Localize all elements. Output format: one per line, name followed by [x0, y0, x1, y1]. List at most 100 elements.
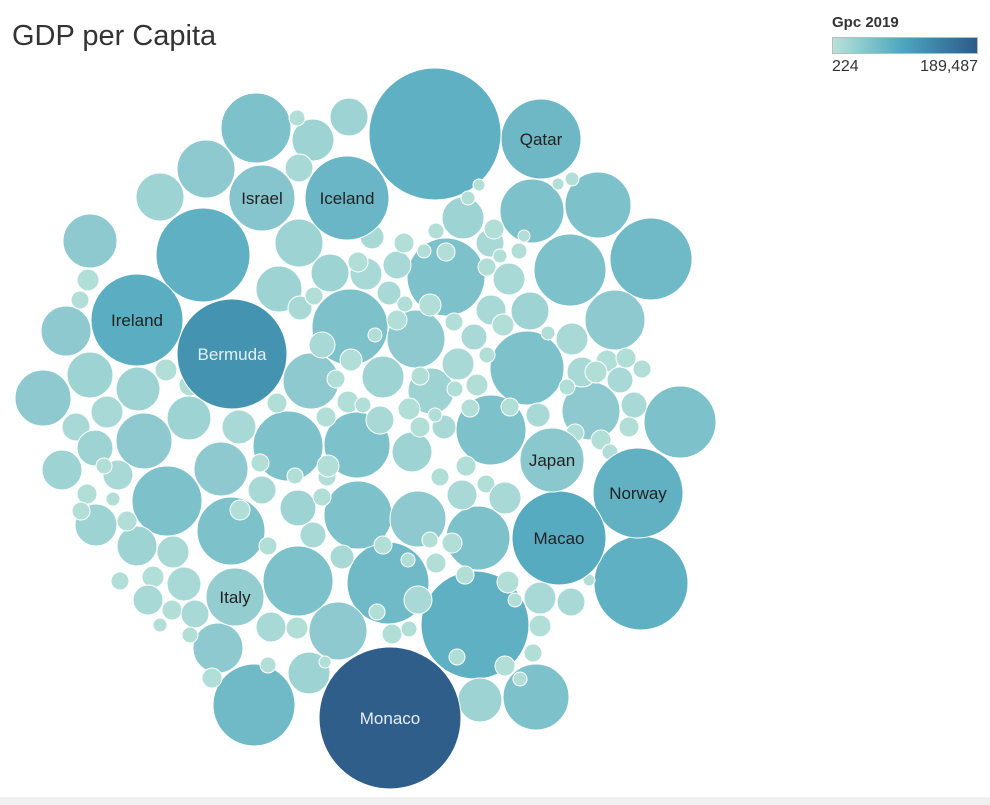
bubble-mark[interactable]: [105, 491, 121, 507]
bubble-mark[interactable]: [455, 565, 475, 585]
bubble-mark[interactable]: [141, 565, 165, 589]
bubble-mark[interactable]: [416, 243, 432, 259]
bubble-mark[interactable]: [255, 611, 287, 643]
bubble-mark[interactable]: [220, 92, 292, 164]
bubble-mark[interactable]: [386, 309, 408, 331]
bubble-norway[interactable]: [592, 447, 684, 539]
bubble-mark[interactable]: [455, 455, 477, 477]
bubble-mark[interactable]: [373, 535, 393, 555]
bubble-mark[interactable]: [316, 454, 340, 478]
bubble-mark[interactable]: [448, 648, 466, 666]
bubble-mark[interactable]: [483, 218, 505, 240]
bubble-mark[interactable]: [427, 222, 445, 240]
bubble-mark[interactable]: [476, 474, 496, 494]
bubble-mark[interactable]: [310, 253, 350, 293]
bubble-mark[interactable]: [247, 475, 277, 505]
bubble-mark[interactable]: [71, 501, 91, 521]
bubble-mark[interactable]: [427, 407, 443, 423]
bubble-mark[interactable]: [76, 429, 114, 467]
bubble-mark[interactable]: [396, 295, 414, 313]
bubble-mark[interactable]: [460, 323, 488, 351]
bubble-mark[interactable]: [492, 262, 526, 296]
bubble-mark[interactable]: [367, 327, 383, 343]
bubble-mark[interactable]: [533, 233, 607, 307]
bubble-mark[interactable]: [403, 585, 433, 615]
bubble-mark[interactable]: [116, 525, 158, 567]
bubble-mark[interactable]: [418, 293, 442, 317]
bubble-mark[interactable]: [266, 392, 288, 414]
bubble-mark[interactable]: [70, 290, 90, 310]
bubble-mark[interactable]: [397, 397, 421, 421]
bubble-mark[interactable]: [489, 330, 565, 406]
bubble-mark[interactable]: [540, 325, 556, 341]
bubble-mark[interactable]: [155, 207, 251, 303]
bubble-mark[interactable]: [304, 286, 324, 306]
bubble-mark[interactable]: [329, 544, 355, 570]
bubble-iceland[interactable]: [304, 155, 390, 241]
bubble-mark[interactable]: [192, 622, 244, 674]
bubble-mark[interactable]: [161, 599, 183, 621]
bubble-mark[interactable]: [436, 242, 456, 262]
bubble-mark[interactable]: [632, 359, 652, 379]
bubble-mark[interactable]: [252, 410, 324, 482]
bubble-mark[interactable]: [76, 268, 100, 292]
bubble-mark[interactable]: [221, 409, 257, 445]
bubble-mark[interactable]: [262, 545, 334, 617]
bubble-mark[interactable]: [66, 351, 114, 399]
bubble-mark[interactable]: [502, 663, 570, 731]
bubble-mark[interactable]: [430, 467, 450, 487]
bubble-mark[interactable]: [584, 289, 646, 351]
bubble-qatar[interactable]: [500, 98, 582, 180]
bubble-mark[interactable]: [477, 257, 497, 277]
bubble-mark[interactable]: [525, 402, 551, 428]
bubble-mark[interactable]: [496, 570, 520, 594]
bubble-mark[interactable]: [593, 535, 689, 631]
bubble-mark[interactable]: [312, 487, 332, 507]
bubble-mark[interactable]: [110, 571, 130, 591]
bubble-mark[interactable]: [339, 348, 363, 372]
bubble-mark[interactable]: [376, 280, 402, 306]
bubble-mark[interactable]: [382, 250, 412, 280]
bubble-monaco[interactable]: [318, 646, 462, 790]
bubble-mark[interactable]: [400, 620, 418, 638]
bubble-mark[interactable]: [291, 118, 335, 162]
bubble-mark[interactable]: [381, 623, 403, 645]
bubble-mark[interactable]: [201, 667, 223, 689]
bubble-mark[interactable]: [393, 232, 415, 254]
bubble-mark[interactable]: [259, 656, 277, 674]
bubble-mark[interactable]: [512, 671, 528, 687]
bubble-mark[interactable]: [368, 603, 386, 621]
bubble-mark[interactable]: [308, 331, 336, 359]
bubble-mark[interactable]: [500, 397, 520, 417]
bubble-mark[interactable]: [421, 531, 439, 549]
bubble-mark[interactable]: [354, 396, 372, 414]
bubble-mark[interactable]: [391, 431, 433, 473]
bubble-mark[interactable]: [488, 481, 522, 515]
bubble-mark[interactable]: [609, 217, 693, 301]
bubble-mark[interactable]: [556, 587, 586, 617]
bubble-bermuda[interactable]: [176, 298, 288, 410]
bubble-israel[interactable]: [228, 164, 296, 232]
bubble-mark[interactable]: [446, 479, 478, 511]
bubble-mark[interactable]: [472, 178, 486, 192]
bubble-mark[interactable]: [166, 395, 212, 441]
bubble-mark[interactable]: [166, 566, 202, 602]
bubble-mark[interactable]: [152, 617, 168, 633]
bubble-japan[interactable]: [519, 427, 585, 493]
bubble-mark[interactable]: [499, 178, 565, 244]
bubble-mark[interactable]: [212, 663, 296, 747]
bubble-mark[interactable]: [115, 412, 173, 470]
bubble-mark[interactable]: [523, 581, 557, 615]
bubble-mark[interactable]: [326, 369, 346, 389]
bubble-mark[interactable]: [425, 552, 447, 574]
bubble-mark[interactable]: [478, 346, 496, 364]
bubble-mark[interactable]: [606, 366, 634, 394]
bubble-mark[interactable]: [288, 109, 306, 127]
bubble-mark[interactable]: [517, 229, 531, 243]
bubble-mark[interactable]: [318, 655, 332, 669]
bubble-mark[interactable]: [180, 599, 210, 629]
bubble-mark[interactable]: [551, 177, 565, 191]
bubble-mark[interactable]: [40, 305, 92, 357]
bubble-mark[interactable]: [491, 313, 515, 337]
bubble-mark[interactable]: [279, 489, 317, 527]
